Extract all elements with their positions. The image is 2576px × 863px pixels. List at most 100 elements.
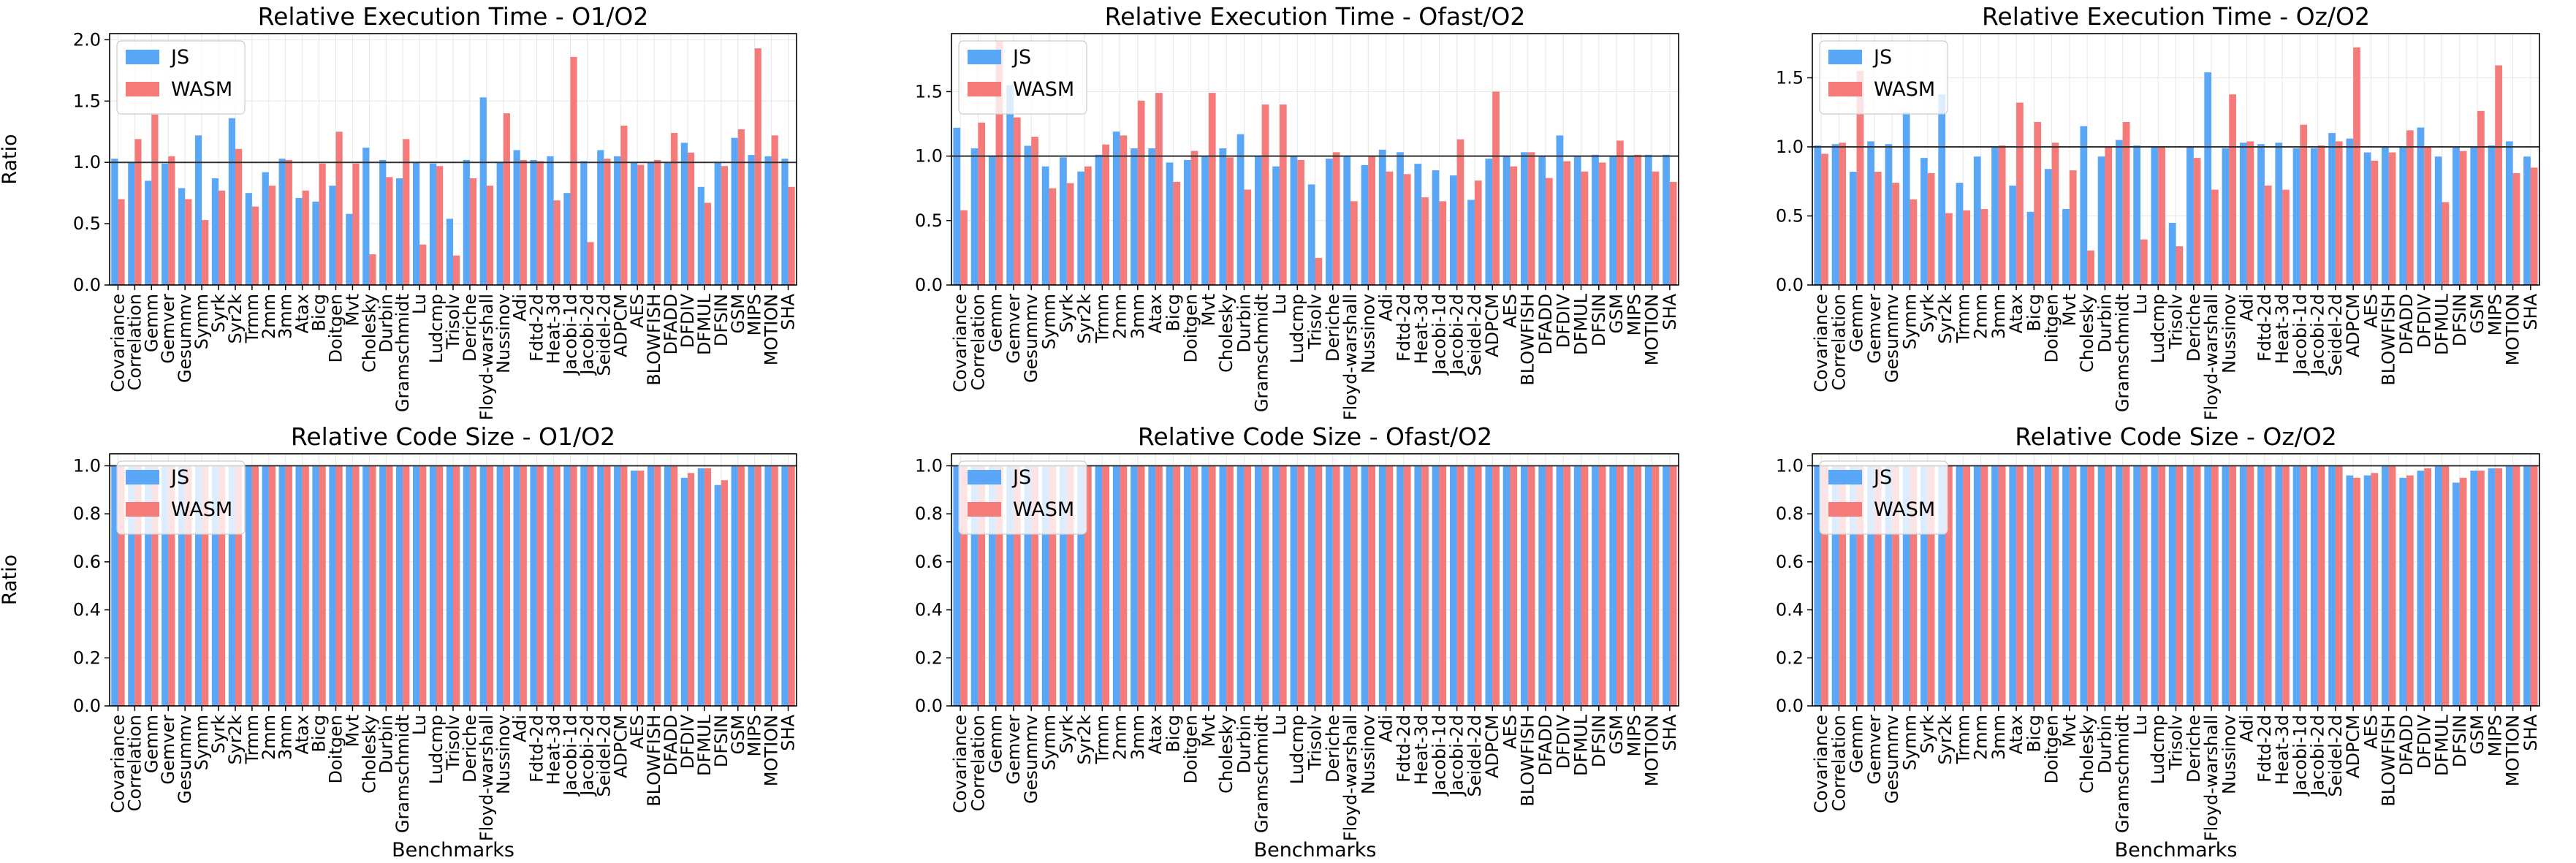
bar-wasm-nussinov bbox=[503, 113, 510, 285]
x-tick-label: Atax bbox=[2006, 294, 2026, 333]
x-tick-label: Jacobi-2d bbox=[2308, 715, 2328, 797]
x-tick-label: Doitgen bbox=[326, 715, 346, 783]
x-tick-label: DFSIN bbox=[2450, 715, 2470, 767]
y-tick-label: 0.5 bbox=[1776, 205, 1804, 226]
bar-js-trisolv bbox=[2168, 465, 2176, 706]
bar-js-mvt bbox=[2062, 209, 2070, 285]
bar-js-syrk bbox=[1060, 157, 1067, 285]
x-tick-label: Symm bbox=[1038, 715, 1059, 770]
bar-wasm-gemver bbox=[1874, 465, 1882, 706]
bar-js-mvt bbox=[346, 465, 353, 706]
bar-wasm-3mm bbox=[285, 465, 292, 706]
x-tick-label: 2mm bbox=[259, 715, 279, 760]
chart-title: Relative Execution Time - O1/O2 bbox=[258, 2, 649, 31]
bar-wasm-fdtd-2d bbox=[2264, 465, 2272, 706]
x-tick-label: DFDIV bbox=[677, 293, 698, 348]
bar-js-heat-3d bbox=[2275, 142, 2283, 285]
bar-js-correlation bbox=[1831, 465, 1839, 706]
bar-wasm-lu bbox=[1279, 465, 1287, 706]
bar-wasm-3mm bbox=[1137, 465, 1145, 706]
x-tick-label: DFSIN bbox=[2450, 294, 2470, 346]
x-tick-label: Gramschmidt bbox=[392, 294, 413, 412]
bar-wasm-cholesky bbox=[1226, 157, 1234, 285]
x-tick-label: Durbin bbox=[1234, 294, 1254, 353]
bar-wasm-dfsin bbox=[1598, 465, 1606, 706]
x-tick-label: Syrk bbox=[1918, 294, 1938, 332]
bar-wasm-seidel-2d bbox=[1474, 465, 1482, 706]
x-tick-label: Trisolv bbox=[443, 715, 463, 771]
x-tick-label: Durbin bbox=[2094, 715, 2115, 774]
x-tick-label: AES bbox=[627, 294, 647, 328]
legend-swatch-js bbox=[1828, 470, 1862, 484]
x-tick-label: Cholesky bbox=[359, 294, 379, 373]
bar-wasm-floyd-warshall bbox=[2211, 189, 2219, 285]
bar-wasm-adpcm bbox=[1492, 465, 1500, 706]
bar-js-jacobi-1d bbox=[2292, 148, 2300, 285]
x-tick-label: Syr2k bbox=[1074, 294, 1095, 344]
x-tick-label: Trisolv bbox=[1305, 715, 1326, 771]
bar-wasm-doitgen bbox=[1190, 465, 1198, 706]
y-axis-label: Ratio bbox=[0, 555, 21, 605]
bar-js-fdtd-2d bbox=[530, 159, 537, 285]
bar-js-correlation bbox=[128, 162, 135, 285]
bar-js-seidel-2d bbox=[597, 150, 604, 285]
bar-wasm-durbin bbox=[386, 465, 393, 706]
x-tick-label: Mvt bbox=[2059, 715, 2080, 747]
bar-wasm-symm bbox=[1910, 199, 1918, 285]
bar-wasm-aes bbox=[1510, 166, 1518, 285]
bar-js-floyd-warshall bbox=[1343, 465, 1351, 706]
bar-wasm-dfmul bbox=[2442, 465, 2450, 706]
x-tick-label: Durbin bbox=[376, 715, 396, 774]
bar-js-blowfish bbox=[647, 162, 655, 285]
legend: JS WASM bbox=[958, 40, 1087, 115]
bar-wasm-bicg bbox=[2034, 465, 2042, 706]
x-tick-label: Nussinov bbox=[2219, 715, 2239, 794]
bar-js-syr2k bbox=[228, 118, 235, 285]
bar-js-ludcmp bbox=[429, 465, 437, 706]
x-tick-label: Fdtd-2d bbox=[527, 715, 547, 783]
x-tick-label: Doitgen bbox=[1181, 294, 1201, 362]
bar-wasm-durbin bbox=[1244, 465, 1252, 706]
bar-js-sha bbox=[781, 465, 789, 706]
bar-wasm-doitgen bbox=[335, 132, 343, 285]
bar-js-syr2k bbox=[1938, 94, 1946, 285]
y-tick-label: 0.0 bbox=[1776, 275, 1804, 295]
bar-js-dfdiv bbox=[2417, 127, 2425, 285]
x-tick-label: Ludcmp bbox=[426, 294, 447, 363]
legend-swatch-js bbox=[126, 50, 159, 64]
bar-js-seidel-2d bbox=[597, 465, 604, 706]
bar-wasm-blowfish bbox=[1527, 465, 1535, 706]
x-tick-label: Nussinov bbox=[2219, 294, 2239, 373]
x-tick-label: BLOWFISH bbox=[1518, 715, 1538, 807]
bar-js-mips bbox=[1627, 465, 1635, 706]
bar-wasm-mvt bbox=[1208, 465, 1216, 706]
x-tick-label: Floyd-warshall bbox=[2201, 294, 2222, 420]
bar-js-nussinov bbox=[1361, 465, 1369, 706]
y-tick-label: 2.0 bbox=[73, 29, 101, 50]
x-tick-label: Seidel-2d bbox=[2325, 715, 2346, 797]
bar-wasm-symm bbox=[202, 465, 209, 706]
bar-wasm-durbin bbox=[386, 177, 393, 285]
bar-wasm-gemver bbox=[1013, 465, 1021, 706]
bar-js-durbin bbox=[1236, 465, 1245, 706]
x-tick-label: SHA bbox=[1660, 293, 1680, 330]
x-tick-label: Doitgen bbox=[2042, 715, 2062, 783]
bar-js-aes bbox=[1502, 156, 1511, 285]
bar-wasm-syrk bbox=[1066, 183, 1074, 285]
x-tick-label: Covariance bbox=[1811, 294, 1831, 392]
chart-panel-6: 0.00.20.40.60.81.0CovarianceCorrelationG… bbox=[1776, 422, 2541, 862]
bar-wasm-sha bbox=[2530, 465, 2538, 706]
x-tick-label: Gemm bbox=[986, 715, 1006, 773]
bar-js-gesummv bbox=[1024, 145, 1032, 285]
x-tick-label: DFADD bbox=[661, 294, 681, 354]
bar-js-covariance bbox=[1814, 145, 1822, 285]
bar-wasm-gramschmidt bbox=[2122, 121, 2130, 285]
x-tick-label: Lu bbox=[1269, 715, 1290, 735]
bar-wasm-fdtd-2d bbox=[536, 161, 544, 285]
bar-wasm-2mm bbox=[1120, 135, 1128, 285]
bar-js-2mm bbox=[1973, 156, 1981, 285]
bar-js-dfmul bbox=[697, 468, 704, 706]
x-tick-label: Lu bbox=[1269, 294, 1290, 314]
bar-wasm-cholesky bbox=[369, 254, 376, 285]
x-tick-label: Adi bbox=[510, 294, 531, 322]
